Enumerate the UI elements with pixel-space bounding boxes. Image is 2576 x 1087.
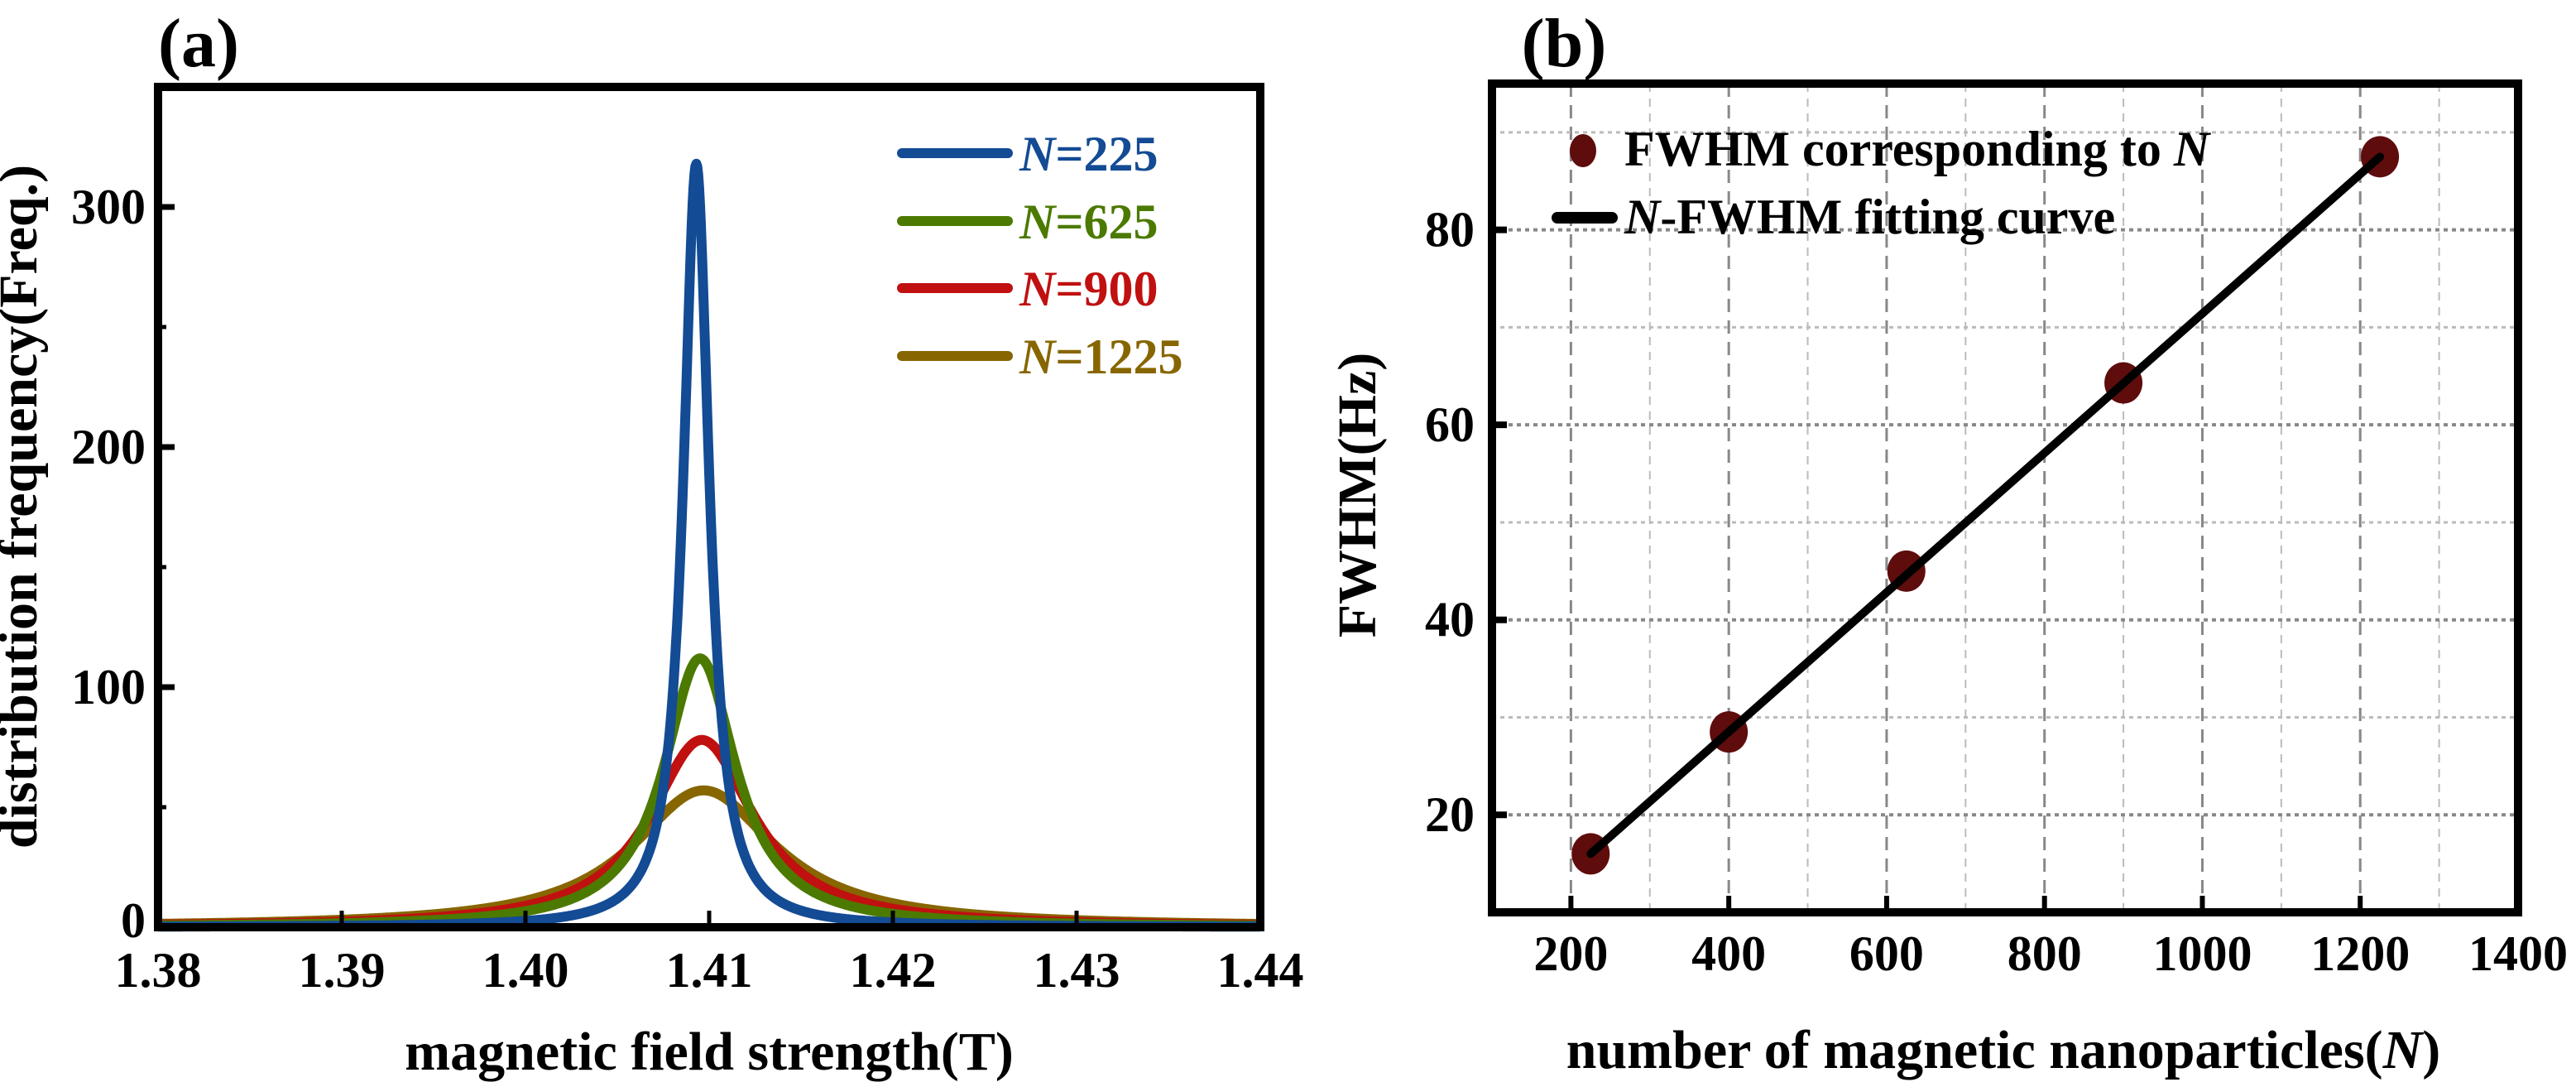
x-tick-label: 1200 [2310, 926, 2410, 981]
x-tick-label: 1.38 [115, 943, 202, 998]
y-tick-label: 300 [71, 180, 146, 234]
series-line-N1225 [154, 785, 1264, 929]
panel-b-grid [1492, 84, 2518, 912]
x-tick-label: 1000 [2152, 926, 2252, 981]
x-tick-label: 200 [1533, 926, 1608, 981]
panel-a-ylabel: distribution frequency(Freq.) [0, 165, 49, 849]
y-tick-label: 40 [1425, 593, 1475, 647]
y-tick-label: 200 [71, 420, 146, 474]
fit-line [1586, 152, 2385, 859]
x-tick-label: 800 [2008, 926, 2082, 981]
x-tick-label: 1.43 [1034, 943, 1120, 998]
legend-label-points: FWHM corresponding to N [1624, 122, 2212, 176]
x-tick-label: 600 [1849, 926, 1924, 981]
panel-a-xlabel: magnetic field strength(T) [405, 1022, 1014, 1082]
y-tick-label: 80 [1425, 203, 1475, 257]
x-tick-label: 400 [1691, 926, 1766, 981]
x-tick-label: 1.41 [666, 943, 753, 998]
panel-a-ticks: 1.38 1.39 1.40 1.41 1.42 1.43 1.44 0 100 200 300 [71, 180, 1304, 998]
panel-b-label: (b) [1522, 5, 1607, 82]
y-tick-label: 20 [1425, 787, 1475, 842]
legend-label: N=225 [1019, 127, 1158, 181]
panel-b-marks [1571, 136, 2400, 875]
y-tick-label: 100 [71, 660, 146, 714]
legend-label: N=900 [1019, 262, 1158, 316]
y-tick-label: 0 [121, 893, 146, 948]
panel-a: (a) 1.38 1.39 1.40 1.41 1.42 1.43 1.44 0 100 200 3… [0, 5, 1304, 1082]
panel-b: (b) 200 400 600 800 1000 1200 1400 20 40 60 80 num… [1327, 5, 2568, 1080]
legend-dot-marker [1570, 134, 1596, 167]
x-tick-label: 1.40 [482, 943, 569, 998]
legend-label: N=625 [1019, 195, 1158, 249]
panel-a-legend: N=225 N=625 N=900 N=1225 [897, 127, 1183, 384]
x-tick-label: 1.44 [1217, 943, 1304, 998]
panel-b-ylabel: FWHM(Hz) [1327, 353, 1388, 638]
panel-b-frame [1488, 79, 2522, 916]
legend-label: N=1225 [1019, 329, 1183, 384]
panel-a-frame [154, 83, 1264, 931]
x-tick-label: 1400 [2468, 926, 2568, 981]
x-tick-label: 1.39 [299, 943, 386, 998]
panel-b-xlabel: number of magnetic nanoparticles(N) [1566, 1020, 2441, 1080]
x-tick-label: 1.42 [850, 943, 937, 998]
y-tick-label: 60 [1425, 397, 1475, 452]
legend-label-fit: N-FWHM fitting curve [1624, 190, 2115, 244]
panel-b-legend: FWHM corresponding to N N-FWHM fitting c… [1552, 122, 2212, 244]
series-line-N900 [154, 734, 1264, 931]
panel-a-label: (a) [158, 5, 239, 82]
